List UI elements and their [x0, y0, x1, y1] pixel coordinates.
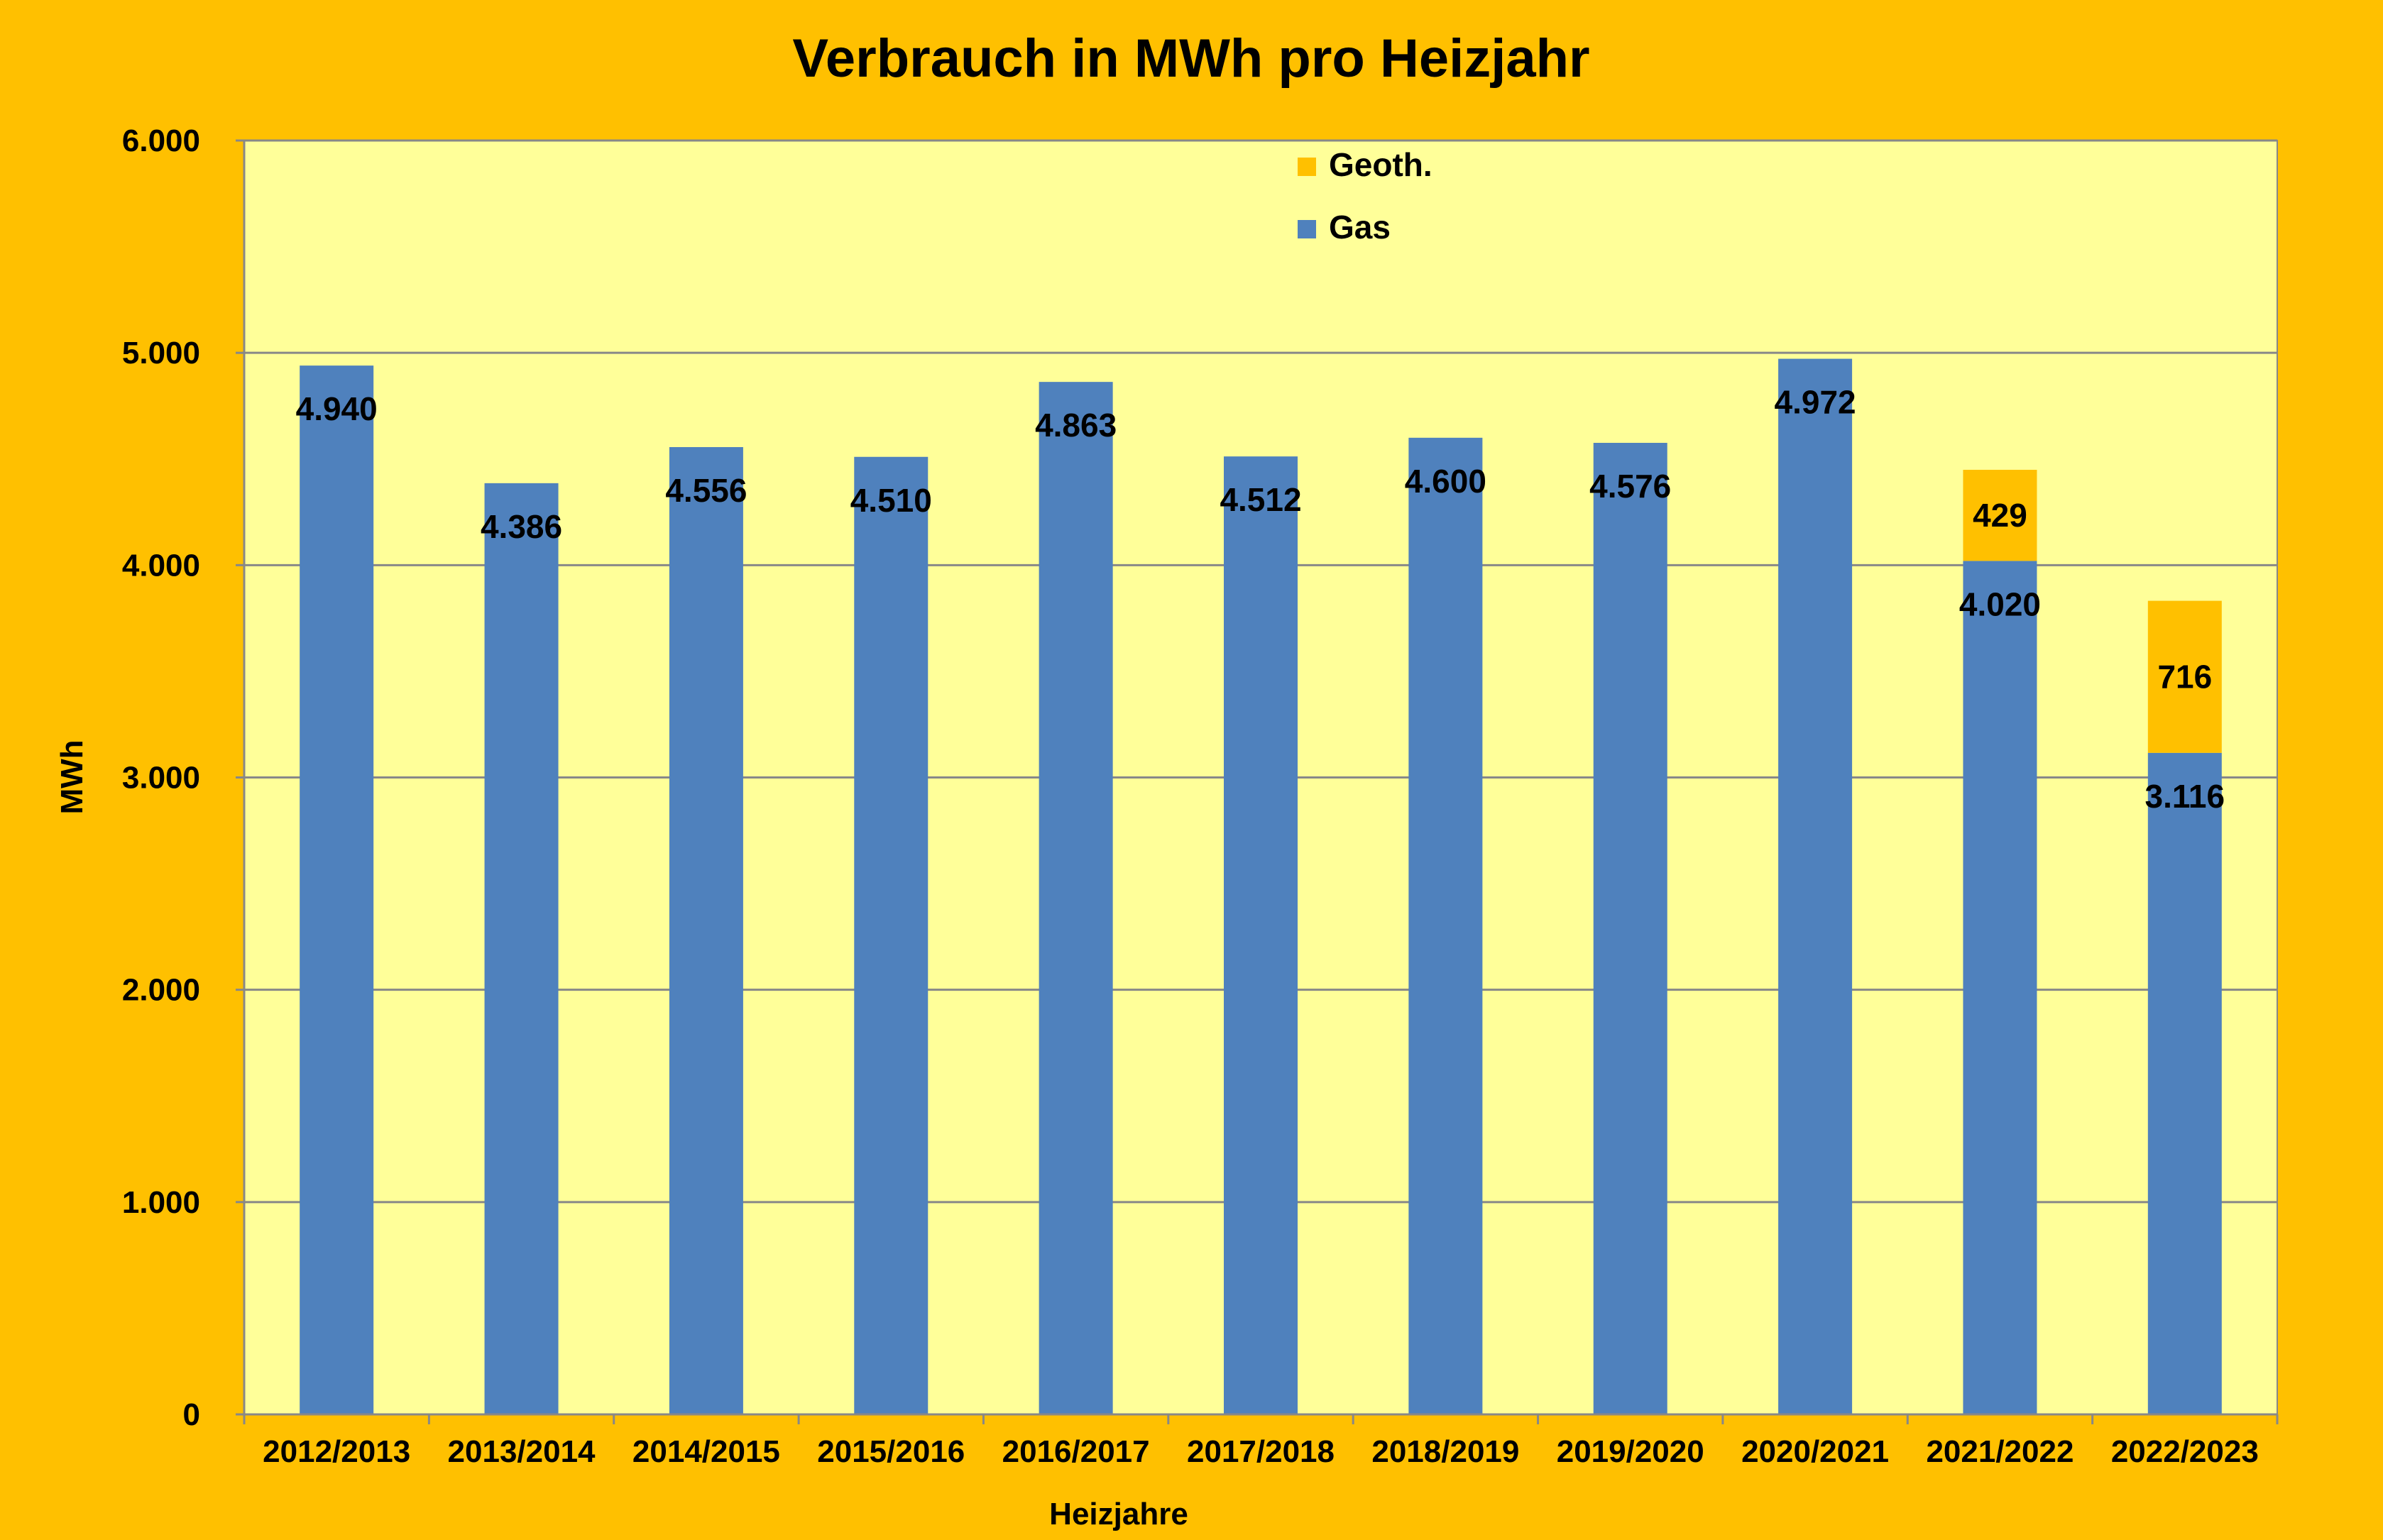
- data-label-gas: 4.576: [1589, 468, 1671, 505]
- x-tick-label: 2015/2016: [817, 1434, 965, 1469]
- bar-gas: [854, 456, 928, 1415]
- x-tick-label: 2019/2020: [1557, 1434, 1704, 1469]
- data-label-geoth: 429: [1973, 497, 2027, 534]
- x-tick-label: 2014/2015: [632, 1434, 780, 1469]
- bar-gas: [1593, 443, 1667, 1414]
- y-axis-label: MWh: [55, 739, 89, 814]
- bars-layer: [300, 358, 2222, 1415]
- data-label-gas: 4.863: [1035, 407, 1117, 444]
- data-label-gas: 4.386: [481, 508, 562, 545]
- x-tick-label: 2013/2014: [448, 1434, 596, 1469]
- legend-swatch-gas: [1298, 220, 1316, 238]
- data-label-gas: 4.600: [1405, 463, 1486, 500]
- bar-gas: [1408, 437, 1483, 1415]
- bar-gas: [1963, 561, 2037, 1414]
- chart-title: Verbrauch in MWh pro Heizjahr: [792, 28, 1589, 89]
- axis-layer: 0 1.000 2.000 3.000 4.000 5.000 6.000 2012/2013…: [122, 123, 2279, 1469]
- x-tick-label: 2022/2023: [2111, 1434, 2259, 1469]
- data-label-gas: 4.020: [1959, 585, 2041, 622]
- legend-label-geoth: Geoth.: [1329, 146, 1432, 183]
- x-tick-label: 2017/2018: [1187, 1434, 1335, 1469]
- y-tick-label: 2.000: [122, 973, 200, 1008]
- bar-geoth: [1963, 470, 2037, 561]
- y-tick-label: 4.000: [122, 548, 200, 583]
- x-tick-label: 2012/2013: [263, 1434, 410, 1469]
- data-label-gas: 4.940: [296, 390, 378, 427]
- legend: Geoth. Gas: [1298, 146, 1432, 246]
- data-label-gas: 4.510: [850, 482, 932, 519]
- bar-gas: [1224, 456, 1298, 1415]
- data-label-gas: 4.556: [665, 472, 747, 509]
- bar-gas: [300, 365, 374, 1414]
- x-tick-label: 2020/2021: [1741, 1434, 1889, 1469]
- bar-gas: [1039, 382, 1113, 1414]
- data-label-geoth: 716: [2157, 659, 2212, 695]
- bar-gas: [669, 446, 743, 1415]
- data-label-gas: 3.116: [2145, 778, 2225, 815]
- grid-layer: [244, 139, 2277, 1204]
- bar-gas: [1778, 358, 1853, 1414]
- x-tick-label: 2018/2019: [1371, 1434, 1519, 1469]
- labels-layer: 4.940 4.386 4.556 4.510 4.863 4.512 4.600 4.576…: [296, 384, 2225, 815]
- y-tick-label: 3.000: [122, 761, 200, 796]
- y-tick-label: 5.000: [122, 336, 200, 370]
- y-tick-label: 6.000: [122, 123, 200, 158]
- data-label-gas: 4.512: [1220, 481, 1301, 518]
- x-tick-label: 2021/2022: [1926, 1434, 2074, 1469]
- bar-gas: [2147, 752, 2222, 1414]
- y-tick-label: 0: [183, 1397, 200, 1432]
- legend-swatch-geoth: [1298, 158, 1316, 176]
- data-label-gas: 4.972: [1775, 384, 1856, 421]
- x-axis-label: Heizjahre: [1049, 1497, 1188, 1531]
- y-tick-label: 1.000: [122, 1185, 200, 1220]
- legend-label-gas: Gas: [1329, 209, 1391, 246]
- x-tick-label: 2016/2017: [1002, 1434, 1150, 1469]
- bar-gas: [484, 483, 559, 1414]
- bar-geoth: [2147, 600, 2222, 753]
